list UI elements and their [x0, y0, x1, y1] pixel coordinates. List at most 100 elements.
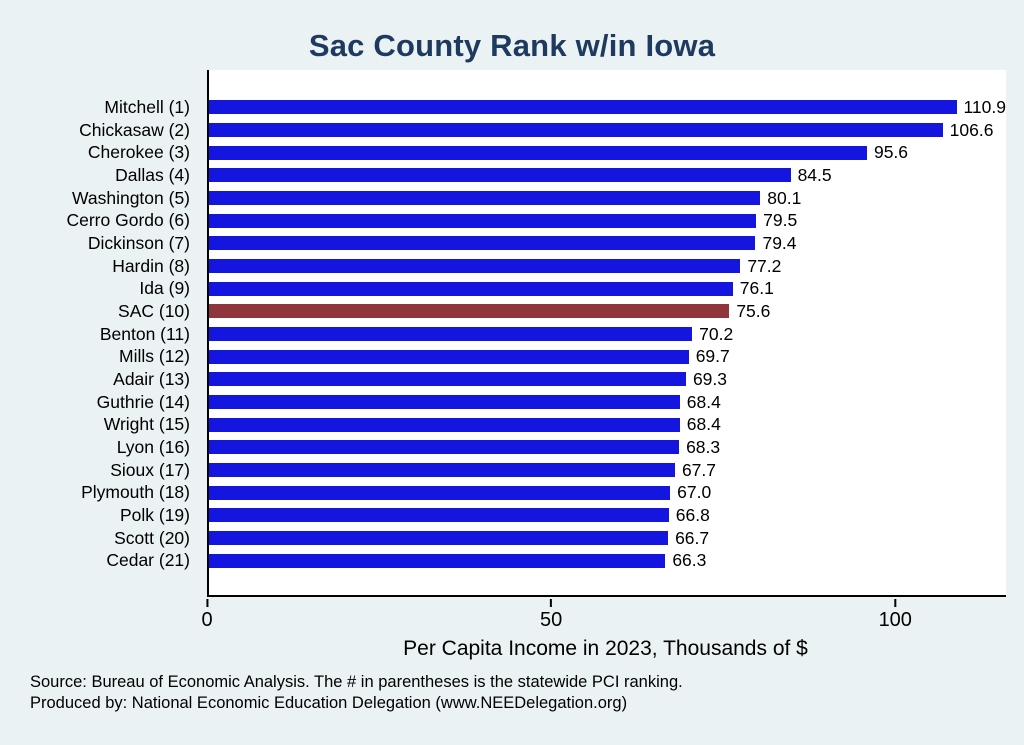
y-axis-label: Chickasaw (2) — [79, 119, 190, 140]
y-axis-label: Hardin (8) — [112, 255, 190, 276]
bar-value-label: 68.3 — [686, 436, 721, 457]
bar — [209, 213, 757, 228]
bar — [209, 440, 680, 455]
y-axis-labels: Mitchell (1) Chickasaw (2) Cherokee (3) Dal… — [0, 96, 199, 572]
bar-value-label: 79.4 — [762, 232, 797, 253]
y-axis-label: Dickinson (7) — [87, 232, 190, 253]
bar-row: 67.0 — [209, 481, 1006, 504]
x-tick-label: 50 — [540, 609, 563, 631]
bar-value-label: 77.2 — [747, 255, 782, 276]
x-axis-ticks: 0 50 100 — [201, 599, 1004, 633]
bar-row: 68.4 — [209, 413, 1006, 436]
bar-row: 69.3 — [209, 368, 1006, 391]
bar-row: 69.7 — [209, 345, 1006, 368]
y-axis-label: Washington (5) — [71, 187, 190, 208]
bar-row: 77.2 — [209, 255, 1006, 278]
bar-row: 80.1 — [209, 187, 1006, 210]
bar-value-label: 75.6 — [736, 300, 771, 321]
y-axis-label: Wright (15) — [103, 414, 190, 435]
x-tick-label: 100 — [878, 609, 912, 631]
bar — [209, 395, 680, 410]
x-tick-mark — [894, 599, 897, 607]
bar-row: 68.4 — [209, 391, 1006, 414]
y-axis-label: Cedar (21) — [106, 550, 190, 571]
plot-area: 110.9 106.6 95.6 84.5 80.1 79.5 79.4 77.2 76.1 75… — [207, 70, 1006, 597]
bar-value-label: 66.7 — [675, 527, 710, 548]
source-note: Source: Bureau of Economic Analysis. The… — [30, 673, 683, 691]
highlight-bar — [209, 304, 730, 319]
y-axis-label: Sioux (17) — [110, 459, 190, 480]
bar — [209, 463, 675, 478]
bar — [209, 281, 733, 296]
bar-row: 66.3 — [209, 549, 1006, 572]
bar-value-label: 79.5 — [763, 210, 798, 231]
bar-value-label: 66.8 — [675, 504, 710, 525]
bar-row: 66.8 — [209, 504, 1006, 527]
y-axis-label: Mills (12) — [119, 346, 190, 367]
bar-value-label: 70.2 — [699, 323, 734, 344]
y-axis-label: Polk (19) — [119, 504, 190, 525]
bar-row: 66.7 — [209, 527, 1006, 550]
y-axis-label: Dallas (4) — [115, 164, 190, 185]
bar — [209, 372, 686, 387]
bar-value-label: 95.6 — [873, 142, 909, 163]
bar — [209, 417, 680, 432]
y-axis-label: Cherokee (3) — [87, 142, 190, 163]
bar — [209, 349, 689, 364]
bar-value-label: 67.0 — [677, 482, 712, 503]
bar-value-label: 66.3 — [672, 550, 707, 571]
bar-row: 76.1 — [209, 277, 1006, 300]
bar-value-label: 76.1 — [739, 278, 774, 299]
bar-value-label: 80.1 — [767, 187, 802, 208]
bar — [209, 485, 671, 500]
bar — [209, 123, 943, 137]
bar-value-label: 67.7 — [681, 459, 716, 480]
bar-value-label: 69.3 — [692, 368, 728, 389]
bar-value-label: 84.5 — [797, 164, 832, 185]
y-axis-label: Lyon (16) — [116, 436, 190, 457]
bar — [209, 531, 669, 546]
bar-row: 79.5 — [209, 209, 1006, 232]
bar-row: 84.5 — [209, 164, 1006, 187]
bar-rows: 110.9 106.6 95.6 84.5 80.1 79.5 79.4 77.2 76.1 75… — [209, 96, 1006, 572]
bar-row: 75.6 — [209, 300, 1006, 323]
footer: Source: Bureau of Economic Analysis. The… — [30, 672, 683, 713]
y-axis-label: Mitchell (1) — [104, 96, 190, 117]
bar-value-label: 110.9 — [963, 96, 1007, 117]
bar-value-label: 68.4 — [686, 391, 721, 412]
y-axis-label: Ida (9) — [139, 278, 190, 299]
chart-title: Sac County Rank w/in Iowa — [308, 28, 716, 63]
bar-row: 70.2 — [209, 323, 1006, 346]
x-tick-label: 0 — [201, 609, 213, 631]
bar-value-label: 68.4 — [686, 414, 721, 435]
bar — [209, 191, 761, 206]
y-axis-label: Cerro Gordo (6) — [66, 210, 190, 231]
bar-row: 68.3 — [209, 436, 1006, 459]
bar — [209, 100, 957, 115]
y-axis-label: Plymouth (18) — [81, 482, 190, 503]
x-tick-mark — [206, 599, 208, 607]
producer-note: Produced by: National Economic Education… — [30, 693, 628, 712]
bar — [209, 259, 741, 274]
y-axis-label: Scott (20) — [114, 527, 190, 548]
bar — [209, 145, 867, 160]
x-tick-mark — [550, 599, 553, 607]
bar — [209, 236, 756, 251]
y-axis-label: Adair (13) — [113, 368, 190, 389]
bar-value-label: 69.7 — [695, 346, 730, 367]
bar — [209, 168, 791, 183]
y-axis-label: Guthrie (14) — [96, 391, 190, 412]
bar-row: 106.6 — [209, 119, 1006, 142]
bar-value-label: 106.6 — [949, 119, 994, 140]
bar-row: 79.4 — [209, 232, 1006, 255]
bar — [209, 553, 666, 568]
bar — [209, 508, 669, 523]
bar-row: 95.6 — [209, 141, 1006, 164]
y-axis-label: Benton (11) — [99, 323, 190, 344]
bar-row: 67.7 — [209, 459, 1006, 482]
bar — [209, 327, 693, 342]
x-axis-title: Per Capita Income in 2023, Thousands of … — [403, 637, 808, 660]
y-axis-label: SAC (10) — [118, 300, 190, 321]
bar-row: 110.9 — [209, 96, 1006, 119]
